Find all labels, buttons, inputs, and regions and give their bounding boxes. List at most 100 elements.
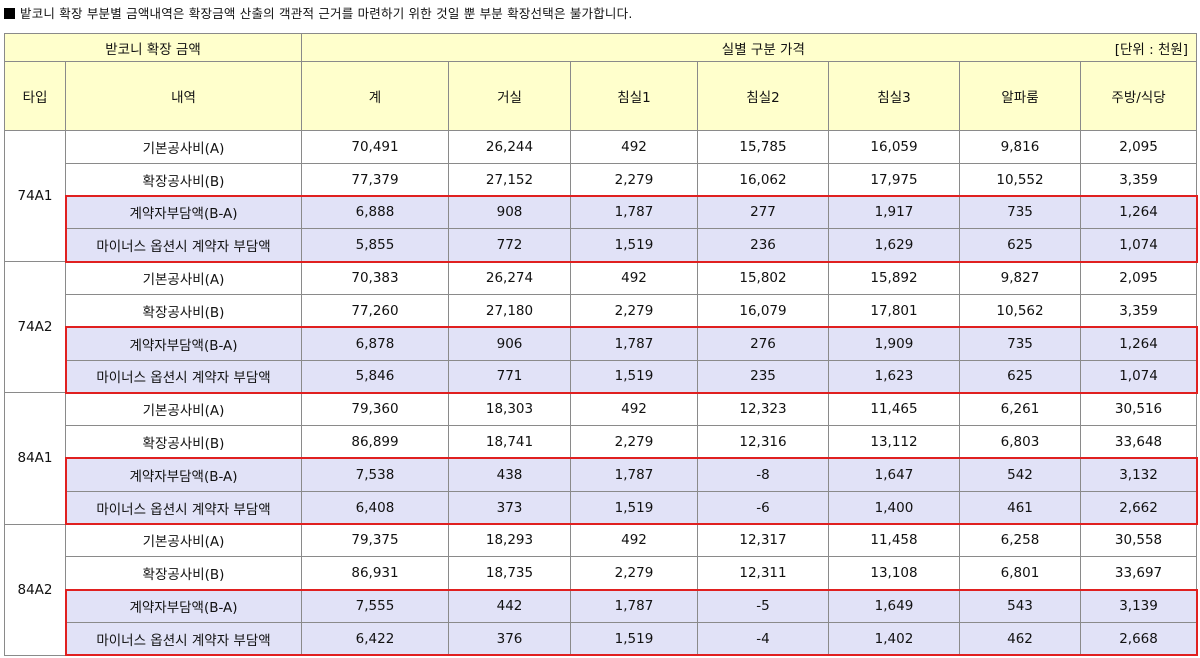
value-cell: -4	[697, 621, 829, 656]
item-label-cell: 마이너스 옵션시 계약자 부담액	[65, 490, 302, 525]
value-cell: 33,697	[1079, 556, 1198, 591]
value-cell: 9,816	[959, 130, 1081, 164]
table-row: 확장공사비(B) 86,899 18,741 2,279 12,316 13,112 6,8…	[5, 425, 1198, 459]
value-cell: 77,260	[301, 293, 449, 328]
table-row: 84A2 기본공사비(A) 79,375 18,293 492 12,317 11,458 6…	[4, 523, 1198, 656]
value-cell: 543	[959, 589, 1081, 623]
value-cell: 10,562	[959, 293, 1081, 328]
value-cell: 13,108	[828, 556, 960, 591]
value-cell: 30,558	[1079, 523, 1198, 558]
value-cell: 492	[570, 261, 698, 295]
value-cell: 12,316	[697, 425, 829, 459]
value-cell: 625	[959, 359, 1081, 394]
value-cell: 2,662	[1079, 490, 1198, 525]
value-cell: 70,383	[301, 261, 449, 295]
value-cell: 1,909	[828, 326, 960, 361]
item-label-cell: 확장공사비(B)	[65, 556, 302, 591]
value-cell: 236	[697, 228, 829, 263]
table-row: 계약자부담액(B-A) 6,878 906 1,787 276 1,909 735 1,264	[5, 326, 1198, 361]
value-cell: 70,491	[301, 130, 449, 164]
column-header: 타입	[4, 61, 66, 131]
item-label-cell: 계약자부담액(B-A)	[65, 589, 302, 623]
value-cell: 18,741	[448, 425, 571, 459]
item-label-cell: 확장공사비(B)	[65, 162, 302, 197]
value-cell: 86,899	[301, 425, 449, 459]
value-cell: 15,785	[697, 130, 829, 164]
value-cell: 3,359	[1079, 162, 1198, 197]
table-row: 마이너스 옵션시 계약자 부담액 5,846 771 1,519 235 1,623 625…	[5, 359, 1198, 394]
value-cell: 18,293	[448, 523, 571, 558]
item-label-cell: 계약자부담액(B-A)	[65, 326, 302, 361]
value-cell: 30,516	[1079, 392, 1198, 427]
value-cell: 15,892	[828, 261, 960, 295]
value-cell: 1,649	[828, 589, 960, 623]
column-header: 침실2	[697, 61, 829, 131]
value-cell: 26,244	[448, 130, 571, 164]
value-cell: 86,931	[301, 556, 449, 591]
table-row: 확장공사비(B) 77,379 27,152 2,279 16,062 17,975 10,…	[5, 162, 1198, 197]
value-cell: 26,274	[448, 261, 571, 295]
table-row: 계약자부담액(B-A) 7,538 438 1,787 -8 1,647 542 3,132	[5, 457, 1198, 492]
value-cell: 462	[959, 621, 1081, 656]
value-cell: 908	[448, 195, 571, 230]
table-row: 계약자부담액(B-A) 7,555 442 1,787 -5 1,649 543 3,139	[5, 589, 1198, 623]
value-cell: 1,787	[570, 326, 698, 361]
column-header: 계	[301, 61, 449, 131]
value-cell: 1,647	[828, 457, 960, 492]
item-label-cell: 확장공사비(B)	[65, 425, 302, 459]
value-cell: 16,062	[697, 162, 829, 197]
value-cell: 3,132	[1079, 457, 1198, 492]
value-cell: 17,801	[828, 293, 960, 328]
column-header: 침실1	[570, 61, 698, 131]
value-cell: 79,360	[301, 392, 449, 427]
value-cell: 2,279	[570, 425, 698, 459]
value-cell: 79,375	[301, 523, 449, 558]
value-cell: 1,629	[828, 228, 960, 263]
value-cell: 492	[570, 130, 698, 164]
value-cell: -5	[697, 589, 829, 623]
value-cell: 13,112	[828, 425, 960, 459]
value-cell: 17,975	[828, 162, 960, 197]
column-header: 알파룸	[959, 61, 1081, 131]
value-cell: 7,538	[301, 457, 449, 492]
value-cell: 77,379	[301, 162, 449, 197]
value-cell: 18,303	[448, 392, 571, 427]
value-cell: 1,519	[570, 228, 698, 263]
value-cell: 6,801	[959, 556, 1081, 591]
item-label-cell: 확장공사비(B)	[65, 293, 302, 328]
table-row: 마이너스 옵션시 계약자 부담액 6,408 373 1,519 -6 1,400 461 2…	[5, 490, 1198, 525]
value-cell: 771	[448, 359, 571, 394]
value-cell: 11,458	[828, 523, 960, 558]
item-label-cell: 기본공사비(A)	[65, 392, 302, 427]
value-cell: 376	[448, 621, 571, 656]
value-cell: 1,402	[828, 621, 960, 656]
value-cell: 16,079	[697, 293, 829, 328]
value-cell: 6,261	[959, 392, 1081, 427]
item-label-cell: 기본공사비(A)	[65, 130, 302, 164]
group-header-right: [단위 : 천원] 실별 구분 가격	[300, 33, 1198, 62]
value-cell: 2,668	[1079, 621, 1198, 656]
value-cell: 1,074	[1079, 359, 1198, 394]
group-header-left: 받코니 확장 금액	[4, 33, 302, 62]
item-label-cell: 기본공사비(A)	[65, 523, 302, 558]
value-cell: 10,552	[959, 162, 1081, 197]
value-cell: 2,279	[570, 293, 698, 328]
value-cell: 1,787	[570, 589, 698, 623]
value-cell: 27,180	[448, 293, 571, 328]
value-cell: 27,152	[448, 162, 571, 197]
value-cell: 625	[959, 228, 1081, 263]
item-label-cell: 계약자부담액(B-A)	[65, 457, 302, 492]
table-row: 마이너스 옵션시 계약자 부담액 6,422 376 1,519 -4 1,402 462 2…	[5, 621, 1198, 656]
type-cell: 84A2	[4, 523, 66, 656]
type-cell: 74A1	[4, 129, 66, 263]
value-cell: -8	[697, 457, 829, 492]
value-cell: 235	[697, 359, 829, 394]
value-cell: 442	[448, 589, 571, 623]
table-row: 계약자부담액(B-A) 6,888 908 1,787 277 1,917 735 1,264	[5, 195, 1198, 230]
value-cell: 373	[448, 490, 571, 525]
value-cell: 6,258	[959, 523, 1081, 558]
value-cell: 1,519	[570, 490, 698, 525]
value-cell: 12,311	[697, 556, 829, 591]
value-cell: 735	[959, 195, 1081, 230]
value-cell: -6	[697, 490, 829, 525]
